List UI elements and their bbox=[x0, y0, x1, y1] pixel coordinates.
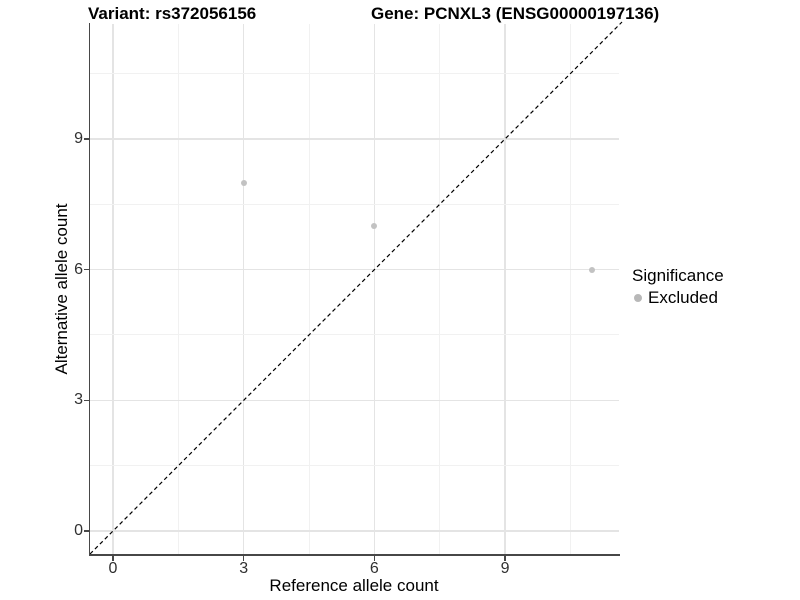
gridline-minor-x bbox=[439, 24, 441, 555]
gridline-major-x bbox=[504, 24, 506, 555]
gridline-major-x bbox=[373, 24, 376, 555]
data-point bbox=[240, 179, 247, 186]
x-tick bbox=[504, 555, 506, 561]
x-tick bbox=[242, 555, 245, 561]
gridline-major-x bbox=[243, 24, 245, 555]
x-tick-label: 3 bbox=[239, 560, 249, 577]
gridline-minor-x bbox=[569, 24, 571, 555]
legend: Significance Excluded bbox=[632, 266, 724, 308]
x-tick-label: 9 bbox=[500, 560, 510, 577]
y-tick-label: 0 bbox=[74, 522, 83, 539]
plot-title-gene: Gene: PCNXL3 (ENSG00000197136) bbox=[371, 4, 660, 23]
legend-item-label: Excluded bbox=[648, 288, 718, 307]
gridline-minor-y bbox=[90, 334, 619, 336]
gridlines bbox=[90, 24, 619, 555]
y-axis-title: Alternative allele count bbox=[52, 203, 71, 375]
legend-title: Significance bbox=[632, 266, 724, 285]
x-tick-label: 0 bbox=[108, 560, 118, 577]
gridline-major-y bbox=[90, 399, 619, 401]
identity-line bbox=[89, 21, 623, 555]
y-tick-label: 6 bbox=[74, 260, 83, 278]
plot-title-variant: Variant: rs372056156 bbox=[88, 4, 257, 23]
data-point bbox=[589, 266, 596, 273]
x-tick bbox=[373, 555, 376, 561]
gridline-major-y bbox=[90, 138, 619, 140]
data-point bbox=[371, 223, 378, 230]
y-tick bbox=[84, 138, 89, 140]
plot-panel bbox=[89, 21, 623, 555]
x-axis-line bbox=[88, 554, 620, 556]
gridline-minor-y bbox=[90, 203, 619, 205]
gridline-minor-x bbox=[177, 24, 179, 555]
gridline-minor-y bbox=[90, 465, 619, 467]
y-tick-label: 9 bbox=[74, 129, 83, 147]
gridline-major-y bbox=[90, 268, 619, 271]
gridline-minor-y bbox=[90, 73, 619, 75]
legend-item-excluded: Excluded bbox=[632, 288, 724, 308]
y-tick bbox=[84, 399, 89, 402]
gridline-major-y bbox=[90, 530, 619, 532]
y-tick bbox=[84, 530, 89, 532]
x-tick-label: 6 bbox=[369, 560, 379, 577]
legend-key-dot-icon bbox=[634, 294, 642, 302]
gridline-major-x bbox=[112, 24, 114, 555]
y-tick bbox=[84, 268, 89, 271]
x-tick bbox=[112, 555, 114, 561]
y-tick-label: 3 bbox=[74, 391, 83, 409]
y-axis-line bbox=[88, 23, 91, 556]
x-axis-title: Reference allele count bbox=[269, 576, 439, 595]
gridline-minor-x bbox=[308, 24, 310, 555]
